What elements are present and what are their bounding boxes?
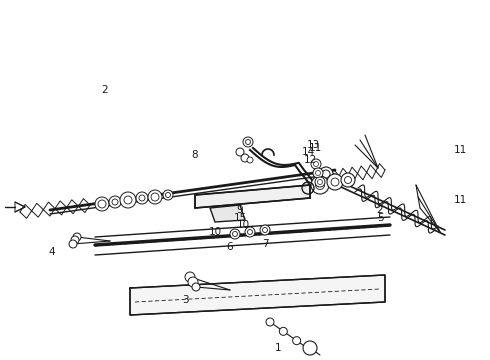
Circle shape [151,193,159,201]
Polygon shape [15,202,25,212]
Circle shape [315,177,325,187]
Circle shape [236,148,244,156]
Circle shape [316,180,324,189]
Text: 11: 11 [308,143,321,153]
Circle shape [230,229,240,239]
Polygon shape [195,185,310,208]
Text: 9: 9 [237,205,244,215]
Circle shape [311,176,329,194]
Text: 7: 7 [262,239,269,249]
Circle shape [247,230,252,234]
Circle shape [313,168,323,178]
Circle shape [266,318,274,326]
Text: 10: 10 [208,227,221,237]
Polygon shape [130,275,385,315]
Circle shape [341,173,355,187]
Circle shape [241,154,249,162]
Text: 13: 13 [306,140,319,150]
Circle shape [303,341,317,355]
Circle shape [327,174,343,190]
Circle shape [245,227,255,237]
Text: 5: 5 [377,213,383,223]
Circle shape [112,199,118,205]
Circle shape [279,327,287,335]
Circle shape [319,167,333,181]
Circle shape [318,180,322,185]
Circle shape [148,190,162,204]
Circle shape [163,190,173,200]
Circle shape [306,346,314,354]
Circle shape [331,178,339,186]
Circle shape [98,200,106,208]
Circle shape [316,171,320,176]
Circle shape [188,277,198,287]
Circle shape [109,196,121,208]
Circle shape [314,162,318,166]
Circle shape [95,197,109,211]
Text: 2: 2 [377,205,383,215]
Circle shape [247,157,253,163]
Circle shape [344,176,351,184]
Circle shape [124,196,132,204]
Circle shape [69,240,77,248]
Text: 15: 15 [233,213,246,223]
Text: 11: 11 [453,195,466,205]
Text: 11: 11 [453,145,466,155]
Text: 10: 10 [237,220,249,230]
Text: 12: 12 [303,155,317,165]
Circle shape [245,140,250,144]
Circle shape [139,195,145,201]
Circle shape [166,193,171,198]
Circle shape [263,228,268,233]
Circle shape [311,159,321,169]
Circle shape [243,137,253,147]
Circle shape [136,192,148,204]
Text: 14: 14 [301,147,315,157]
Text: 3: 3 [182,295,188,305]
Circle shape [293,337,301,345]
Text: 6: 6 [227,242,233,252]
Circle shape [260,225,270,235]
Circle shape [192,283,200,291]
Text: 1: 1 [275,343,281,353]
Circle shape [232,231,238,237]
Circle shape [185,272,195,282]
Circle shape [73,233,81,241]
Circle shape [120,192,136,208]
Circle shape [71,236,79,244]
Circle shape [322,170,330,178]
Text: 2: 2 [102,85,108,95]
Text: 8: 8 [192,150,198,160]
Polygon shape [210,205,245,222]
Text: 4: 4 [49,247,55,257]
